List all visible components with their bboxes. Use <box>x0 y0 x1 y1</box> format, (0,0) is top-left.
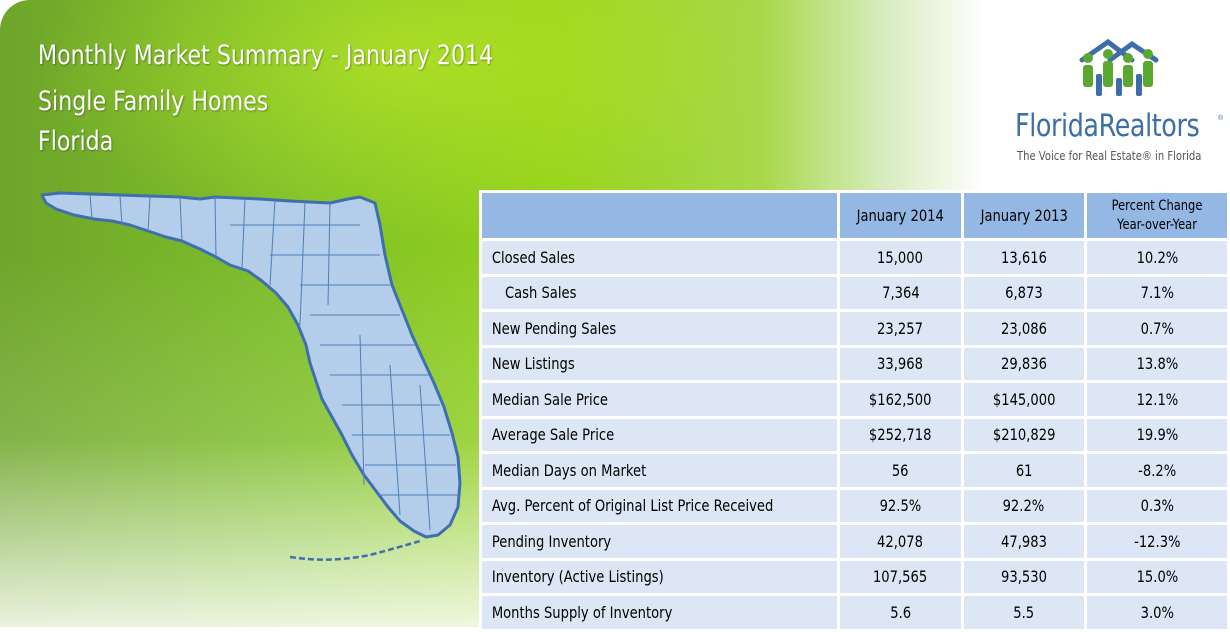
value-jan2013: $210,829 <box>963 418 1084 451</box>
value-percent-change: 7.1% <box>1086 276 1227 309</box>
value-percent-change: -8.2% <box>1086 454 1227 487</box>
table-row: Months Supply of Inventory 5.6 5.5 3.0% <box>482 596 1227 629</box>
value-jan2013: 5.5 <box>963 596 1084 629</box>
value-percent-change: 19.9% <box>1086 418 1227 451</box>
value-percent-change: 0.7% <box>1086 312 1227 345</box>
market-summary-table: January 2014 January 2013 Percent Change… <box>479 190 1230 632</box>
value-jan2013: 13,616 <box>963 241 1084 274</box>
row-label: Closed Sales <box>482 241 838 274</box>
table-body: Closed Sales 15,000 13,616 10.2% Cash Sales 7… <box>482 241 1227 629</box>
header-cell-jan2013: January 2013 <box>963 193 1084 238</box>
row-label: Median Sale Price <box>482 383 838 416</box>
value-jan2014: 23,257 <box>840 312 961 345</box>
page-subtitle: Single Family Homes <box>38 86 269 117</box>
value-percent-change: 13.8% <box>1086 347 1227 380</box>
row-label: Median Days on Market <box>482 454 838 487</box>
row-label: Inventory (Active Listings) <box>482 560 838 593</box>
table-row: Avg. Percent of Original List Price Rece… <box>482 489 1227 522</box>
value-jan2013: 47,983 <box>963 525 1084 558</box>
value-jan2013: 6,873 <box>963 276 1084 309</box>
value-percent-change: 10.2% <box>1086 241 1227 274</box>
logo-tagline: The Voice for Real Estate® in Florida <box>1017 148 1202 163</box>
table-header-row: January 2014 January 2013 Percent Change… <box>482 193 1227 238</box>
value-jan2013: 61 <box>963 454 1084 487</box>
value-jan2014: 92.5% <box>840 489 961 522</box>
row-label: Avg. Percent of Original List Price Rece… <box>482 489 838 522</box>
value-jan2014: 15,000 <box>840 241 961 274</box>
value-jan2014: $162,500 <box>840 383 961 416</box>
table-row: Cash Sales 7,364 6,873 7.1% <box>482 276 1227 309</box>
row-label: Cash Sales <box>482 276 838 309</box>
market-summary-table-container: January 2014 January 2013 Percent Change… <box>479 190 1230 629</box>
value-jan2014: 5.6 <box>840 596 961 629</box>
value-jan2013: 92.2% <box>963 489 1084 522</box>
value-percent-change: 15.0% <box>1086 560 1227 593</box>
value-jan2014: 33,968 <box>840 347 961 380</box>
florida-state-shape <box>40 191 462 539</box>
value-percent-change: 3.0% <box>1086 596 1227 629</box>
value-jan2013: 23,086 <box>963 312 1084 345</box>
value-jan2014: 107,565 <box>840 560 961 593</box>
value-jan2014: $252,718 <box>840 418 961 451</box>
row-label: New Pending Sales <box>482 312 838 345</box>
page-title: Monthly Market Summary - January 2014 <box>38 40 494 71</box>
florida-county-map <box>40 191 462 561</box>
value-jan2014: 56 <box>840 454 961 487</box>
header-cell-jan2014: January 2014 <box>840 193 961 238</box>
row-label: Average Sale Price <box>482 418 838 451</box>
florida-realtors-logo-icon <box>1079 38 1159 96</box>
table-row: New Pending Sales 23,257 23,086 0.7% <box>482 312 1227 345</box>
table-row: Closed Sales 15,000 13,616 10.2% <box>482 241 1227 274</box>
table-row: Pending Inventory 42,078 47,983 -12.3% <box>482 525 1227 558</box>
value-jan2013: 29,836 <box>963 347 1084 380</box>
value-jan2013: $145,000 <box>963 383 1084 416</box>
region-label: Florida <box>38 126 114 157</box>
value-percent-change: -12.3% <box>1086 525 1227 558</box>
value-percent-change: 12.1% <box>1086 383 1227 416</box>
header-cell-metric <box>482 193 838 238</box>
value-jan2013: 93,530 <box>963 560 1084 593</box>
value-percent-change: 0.3% <box>1086 489 1227 522</box>
table-row: Median Sale Price $162,500 $145,000 12.1% <box>482 383 1227 416</box>
logo-wordmark: FloridaRealtors <box>1015 108 1200 144</box>
header-cell-percent-change: Percent Change Year-over-Year <box>1086 193 1227 238</box>
table-row: Average Sale Price $252,718 $210,829 19.9% <box>482 418 1227 451</box>
row-label: Months Supply of Inventory <box>482 596 838 629</box>
table-row: Median Days on Market 56 61 -8.2% <box>482 454 1227 487</box>
value-jan2014: 7,364 <box>840 276 961 309</box>
value-jan2014: 42,078 <box>840 525 961 558</box>
table-row: Inventory (Active Listings) 107,565 93,530… <box>482 560 1227 593</box>
row-label: Pending Inventory <box>482 525 838 558</box>
table-row: New Listings 33,968 29,836 13.8% <box>482 347 1227 380</box>
logo-registered-mark: ® <box>1218 115 1224 122</box>
row-label: New Listings <box>482 347 838 380</box>
